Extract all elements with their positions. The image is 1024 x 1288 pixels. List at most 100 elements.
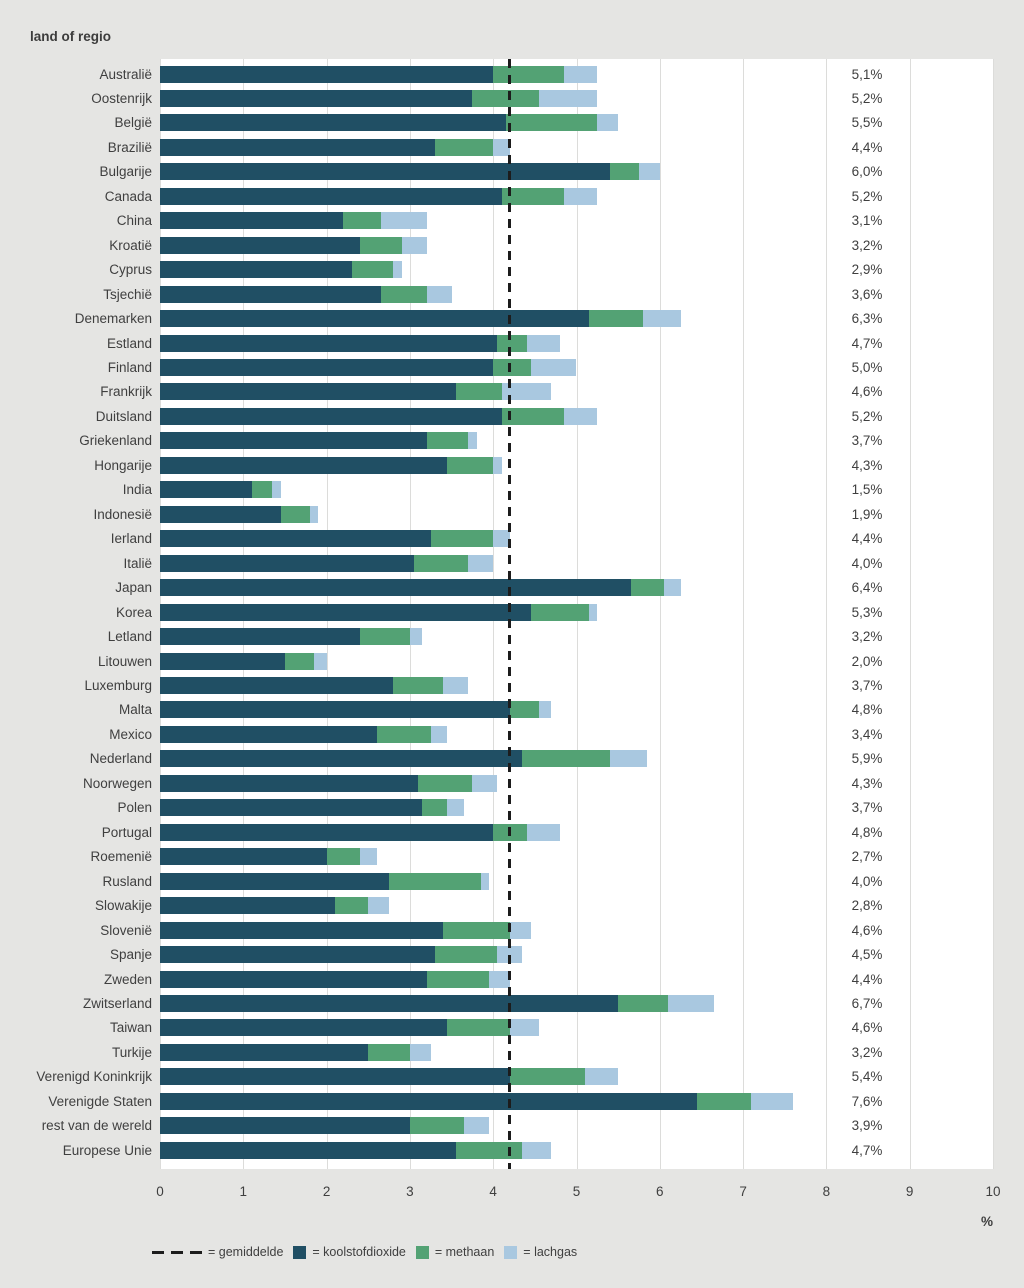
bar-segment-methaan — [455, 383, 502, 401]
legend-label: = gemiddelde — [208, 1245, 284, 1259]
x-axis-tick: 5 — [572, 1184, 581, 1199]
bar-segment-koolstofdioxide — [160, 187, 502, 205]
gridline — [909, 59, 911, 1169]
bar-segment-methaan — [434, 946, 498, 964]
row-value: 4,8% — [851, 702, 883, 718]
row-value: 3,4% — [851, 726, 883, 742]
bar-segment-koolstofdioxide — [160, 456, 448, 474]
row-value: 6,0% — [851, 164, 883, 180]
bar-segment-methaan — [501, 407, 564, 425]
bar-segment-koolstofdioxide — [160, 1068, 510, 1086]
bar-segment-koolstofdioxide — [160, 334, 498, 352]
bar-segment-lachgas — [751, 1092, 794, 1110]
row-value: 4,6% — [851, 384, 883, 400]
legend-swatch — [504, 1245, 518, 1259]
bar-segment-koolstofdioxide — [160, 701, 510, 719]
bar-segment-lachgas — [509, 921, 531, 939]
legend-swatch — [293, 1245, 307, 1259]
bar-segment-lachgas — [489, 970, 510, 988]
bar-segment-lachgas — [588, 603, 598, 621]
bar-segment-koolstofdioxide — [160, 407, 502, 425]
bar-segment-lachgas — [493, 138, 510, 156]
legend-label: = methaan — [434, 1245, 495, 1259]
bar-segment-lachgas — [472, 774, 498, 792]
x-axis-unit: % — [980, 1214, 993, 1229]
bar-segment-koolstofdioxide — [160, 163, 610, 181]
row-label: Letland — [107, 629, 152, 645]
bar-segment-koolstofdioxide — [160, 628, 360, 646]
row-label: Canada — [104, 188, 152, 204]
row-label: Europese Unie — [62, 1142, 152, 1158]
x-axis-tick: 6 — [656, 1184, 664, 1199]
row-label: China — [116, 213, 152, 229]
bar-segment-methaan — [443, 921, 510, 939]
bar-segment-methaan — [530, 603, 589, 621]
bar-segment-lachgas — [493, 456, 502, 474]
bar-segment-koolstofdioxide — [160, 725, 377, 743]
bar-segment-methaan — [472, 89, 539, 107]
bar-segment-lachgas — [564, 187, 598, 205]
x-axis-tick: 8 — [822, 1184, 831, 1199]
bar-segment-methaan — [334, 897, 369, 915]
row-label: Noorwegen — [82, 775, 152, 791]
bar-segment-koolstofdioxide — [160, 848, 327, 866]
bar-segment-koolstofdioxide — [160, 872, 390, 890]
bar-segment-koolstofdioxide — [160, 921, 444, 939]
row-label: Oostenrijk — [91, 90, 152, 106]
bar-segment-methaan — [522, 750, 610, 768]
row-label: Japan — [115, 580, 152, 596]
row-value: 4,3% — [851, 775, 883, 791]
bar-segment-lachgas — [564, 65, 598, 83]
row-value: 4,3% — [851, 457, 883, 473]
row-value: 1,5% — [851, 482, 883, 498]
bar-segment-koolstofdioxide — [160, 310, 589, 328]
bar-segment-methaan — [409, 1117, 465, 1135]
row-label: Zwitserland — [82, 995, 152, 1011]
bar-segment-lachgas — [464, 1117, 490, 1135]
bar-segment-lachgas — [480, 872, 490, 890]
bar-segment-lachgas — [668, 994, 714, 1012]
x-axis-tick: 9 — [905, 1184, 914, 1199]
bar-segment-methaan — [447, 456, 494, 474]
bar-segment-koolstofdioxide — [160, 554, 415, 572]
row-value: 6,4% — [851, 580, 883, 596]
bar-segment-methaan — [359, 236, 402, 254]
gridline — [743, 59, 745, 1169]
bar-segment-lachgas — [663, 579, 681, 597]
bar-segment-lachgas — [430, 725, 448, 743]
bar-segment-koolstofdioxide — [160, 946, 435, 964]
bar-segment-lachgas — [447, 799, 465, 817]
bar-segment-koolstofdioxide — [160, 530, 431, 548]
bar-segment-methaan — [434, 138, 494, 156]
bar-segment-koolstofdioxide — [160, 579, 631, 597]
bar-segment-methaan — [414, 554, 469, 572]
bar-segment-lachgas — [426, 285, 452, 303]
bar-segment-methaan — [497, 334, 527, 352]
bar-segment-methaan — [393, 677, 444, 694]
row-value: 7,6% — [851, 1093, 883, 1109]
gridline — [993, 59, 994, 1169]
bar-segment-lachgas — [380, 212, 427, 230]
bar-segment-methaan — [509, 1068, 585, 1086]
row-label: Tsjechië — [103, 286, 152, 302]
row-value: 3,7% — [851, 678, 883, 693]
bar-segment-methaan — [509, 701, 539, 719]
row-label: Duitsland — [95, 408, 152, 424]
bar-segment-koolstofdioxide — [160, 383, 456, 401]
bar-segment-methaan — [376, 725, 431, 743]
bar-segment-koolstofdioxide — [160, 212, 344, 230]
row-value: 6,7% — [851, 995, 883, 1011]
bar-segment-koolstofdioxide — [160, 1043, 369, 1061]
bar-segment-lachgas — [539, 89, 598, 107]
bar-segment-lachgas — [526, 823, 560, 841]
bar-segment-methaan — [359, 628, 410, 646]
legend-dash-icon — [152, 1250, 202, 1254]
row-value: 3,7% — [851, 800, 883, 816]
bar-segment-lachgas — [359, 848, 377, 866]
bar-segment-lachgas — [564, 407, 598, 425]
bar-segment-koolstofdioxide — [160, 359, 494, 377]
bar-segment-koolstofdioxide — [160, 677, 394, 694]
bar-segment-koolstofdioxide — [160, 823, 494, 841]
bar-segment-lachgas — [530, 359, 577, 377]
bar-segment-lachgas — [509, 1019, 539, 1037]
